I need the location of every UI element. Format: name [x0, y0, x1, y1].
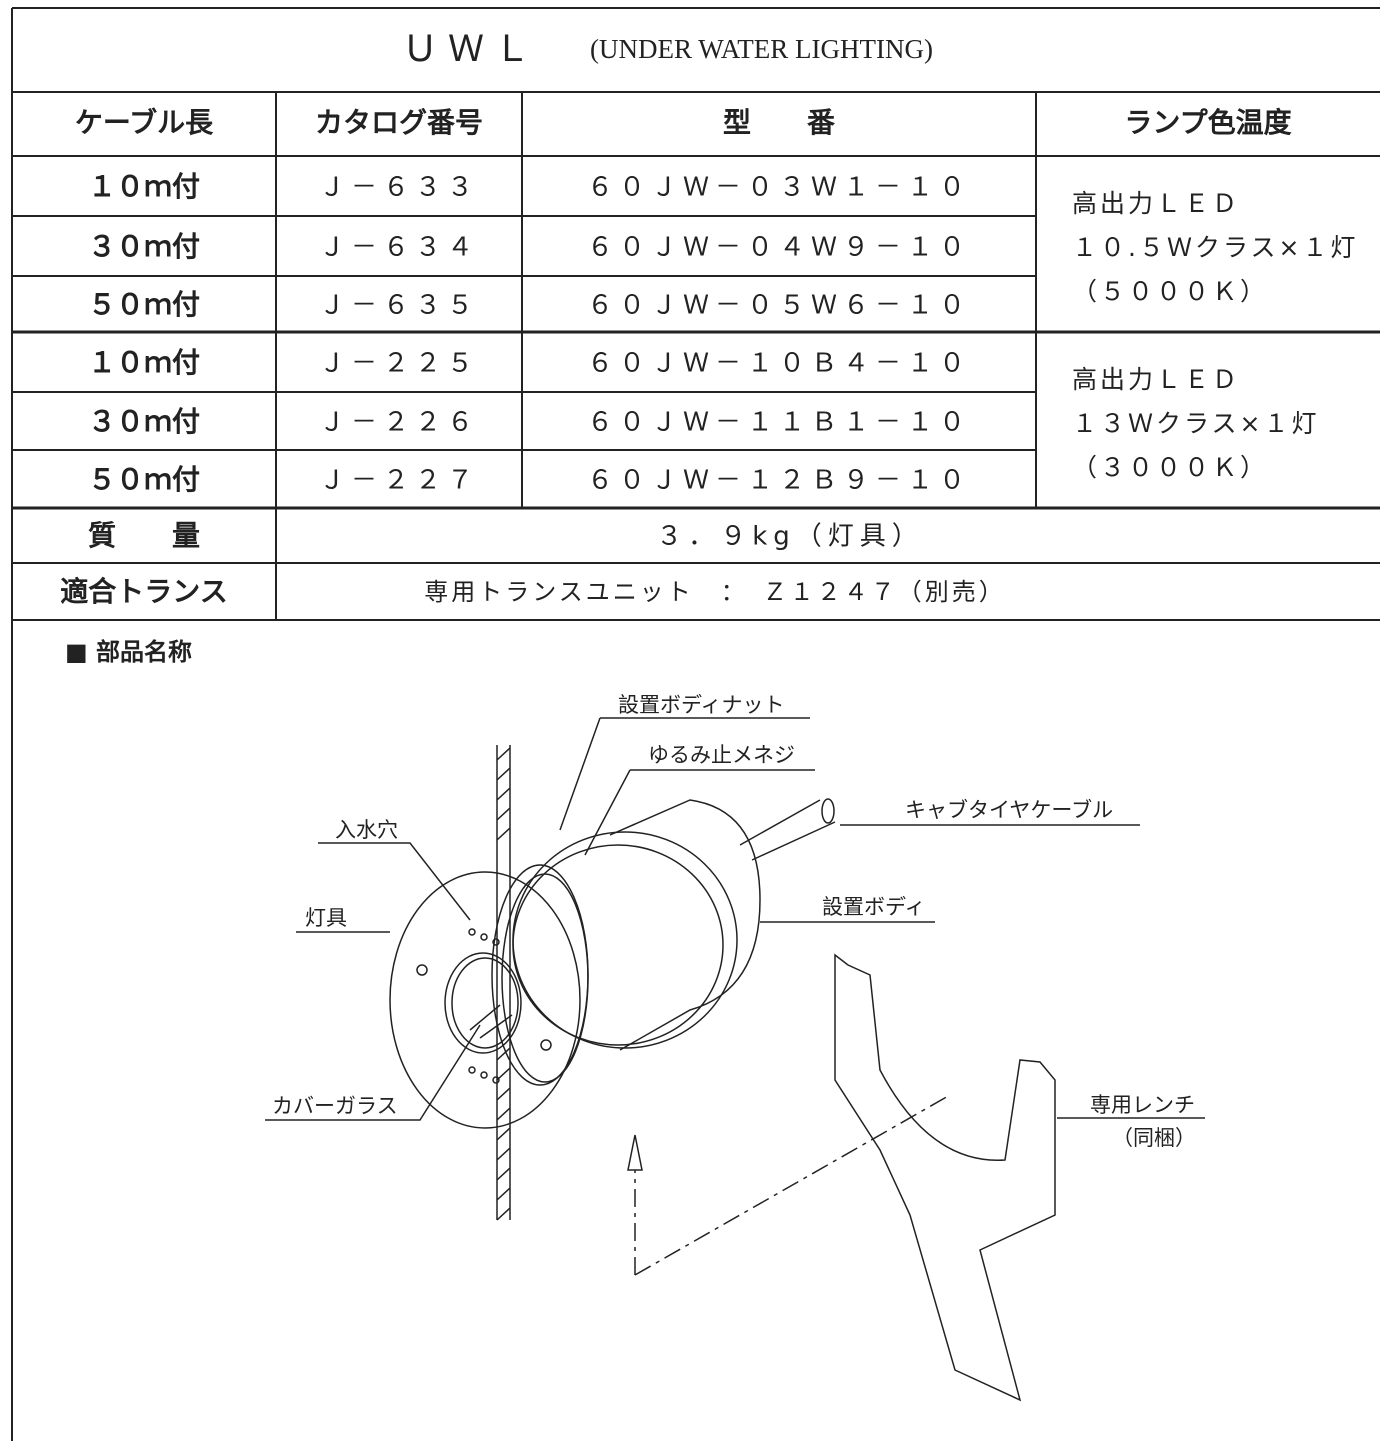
row-label: 質 量	[88, 519, 200, 552]
diagram-art	[265, 717, 1205, 1402]
table-cell: ５０ｍ付	[88, 463, 200, 496]
diagram-label: 設置ボディ	[822, 895, 926, 919]
table-cell: ３０ｍ付	[88, 230, 200, 263]
lamp-spec: 高出力ＬＥＤ	[1072, 189, 1240, 218]
table-cell: Ｊ－２２５	[319, 349, 479, 379]
row-label: 適合トランス	[60, 575, 227, 608]
subtitle: (UNDER WATER LIGHTING)	[590, 34, 933, 64]
diagram-label: カバーガラス	[272, 1094, 398, 1118]
diagram-label: キャブタイヤケーブル	[905, 798, 1113, 822]
table-cell: ６０ＪＷ－１２Ｂ９－１０	[587, 466, 971, 496]
table-cell: ５０ｍ付	[88, 288, 200, 321]
diagram-label: 設置ボディナット	[618, 693, 785, 717]
lamp-spec: 高出力ＬＥＤ	[1072, 365, 1240, 394]
diagram-label: （同梱）	[1112, 1126, 1196, 1150]
table-cell: Ｊ－６３３	[319, 173, 479, 203]
column-header: ケーブル長	[75, 106, 214, 139]
diagram-label: 専用レンチ	[1090, 1093, 1195, 1117]
table-cell: ６０ＪＷ－０３Ｗ１－１０	[587, 173, 971, 203]
diagram-label: 入水穴	[335, 818, 398, 842]
table-cell: Ｊ－６３４	[319, 233, 479, 263]
column-header: カタログ番号	[315, 106, 483, 139]
table-cell: ６０ＪＷ－０４Ｗ９－１０	[587, 233, 971, 263]
title: ＵＷＬ	[402, 29, 540, 70]
table-cell: １０ｍ付	[88, 170, 200, 203]
diagram-label: 灯具	[305, 906, 347, 930]
table-cell: ６０ＪＷ－１０Ｂ４－１０	[587, 349, 971, 379]
table-cell: ６０ＪＷ－０５Ｗ６－１０	[587, 291, 971, 321]
row-value: 専用トランスユニット ： Ｚ１２４７（別売）	[424, 578, 1006, 606]
column-header: 型 番	[723, 106, 836, 139]
lamp-spec: １３Ｗクラス×１灯	[1072, 409, 1319, 438]
lamp-spec: （５０００Ｋ）	[1072, 277, 1268, 306]
table-cell: Ｊ－２２６	[319, 408, 479, 438]
row-value: ３．９kg（灯具）	[656, 522, 924, 552]
diagram-label: ゆるみ止メネジ	[648, 743, 795, 767]
table-cell: １０ｍ付	[88, 346, 200, 379]
column-header: ランプ色温度	[1124, 106, 1291, 139]
section-heading: ■ 部品名称	[65, 638, 192, 666]
table-cell: ６０ＪＷ－１１Ｂ１－１０	[587, 408, 971, 438]
table-cell: Ｊ－２２７	[319, 466, 479, 496]
lamp-spec: １０.５Ｗクラス×１灯	[1072, 233, 1358, 262]
lamp-spec: （３０００Ｋ）	[1072, 453, 1268, 482]
table-cell: ３０ｍ付	[88, 405, 200, 438]
table-cell: Ｊ－６３５	[319, 291, 479, 321]
